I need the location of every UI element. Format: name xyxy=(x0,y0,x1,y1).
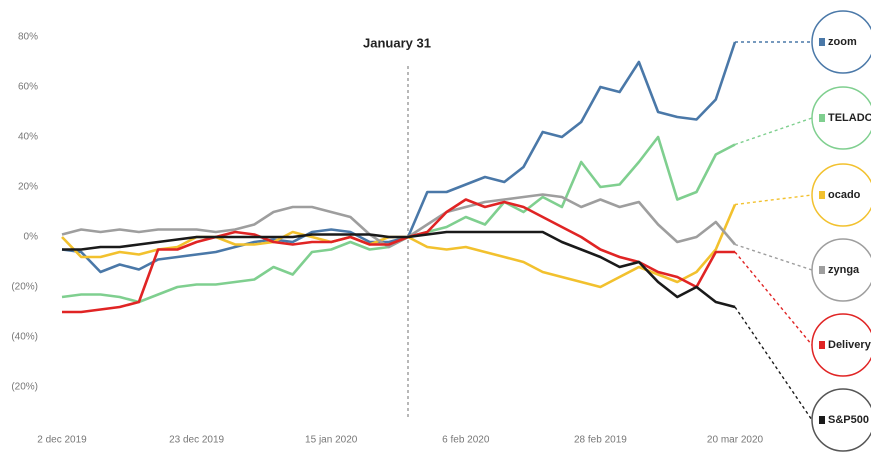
series-line xyxy=(61,135,736,304)
legend-connector xyxy=(734,306,813,421)
series-line xyxy=(62,198,735,314)
y-tick-label: 40% xyxy=(18,132,38,143)
series-line xyxy=(62,230,736,309)
x-tick-label: 20 mar 2020 xyxy=(707,435,764,446)
legend-badge xyxy=(811,388,871,452)
legend-swatch xyxy=(819,266,825,274)
legend-swatch xyxy=(819,114,825,122)
y-tick-label: 0% xyxy=(24,232,39,243)
x-tick-label: 6 feb 2020 xyxy=(442,435,490,446)
legend-badge xyxy=(811,10,871,74)
x-tick-label: 2 dec 2019 xyxy=(37,435,87,446)
legend-connector xyxy=(734,243,813,271)
legend-label: zoom xyxy=(828,36,857,48)
legend-connector xyxy=(734,194,813,206)
x-tick-label: 15 jan 2020 xyxy=(305,435,358,446)
legend-swatch xyxy=(819,416,825,424)
legend-badge xyxy=(811,238,871,302)
y-tick-label: 80% xyxy=(18,32,38,43)
legend-label: Delivery Hero xyxy=(828,339,871,351)
y-tick-label: 60% xyxy=(18,82,38,93)
y-tick-label: (20%) xyxy=(11,382,38,393)
legend-connector xyxy=(734,251,813,346)
legend-connector xyxy=(734,117,813,146)
annotation: January 31 xyxy=(363,35,431,50)
legend-label: S&P500 xyxy=(828,414,869,426)
legend-label: zynga xyxy=(828,264,860,276)
legend-swatch xyxy=(819,191,825,199)
legend-swatch xyxy=(819,38,825,46)
legend-badge xyxy=(811,86,871,150)
y-tick-label: (20%) xyxy=(11,282,38,293)
legend-label: ocado xyxy=(828,189,861,201)
y-tick-label: (40%) xyxy=(11,332,38,343)
series-line xyxy=(61,203,737,289)
legend-badge xyxy=(811,163,871,227)
legend-label: TELADOC xyxy=(828,112,871,124)
y-tick-label: 20% xyxy=(18,182,38,193)
x-tick-label: 28 feb 2019 xyxy=(574,435,627,446)
x-tick-label: 23 dec 2019 xyxy=(169,435,224,446)
legend-badge xyxy=(811,313,871,377)
legend-swatch xyxy=(819,341,825,349)
